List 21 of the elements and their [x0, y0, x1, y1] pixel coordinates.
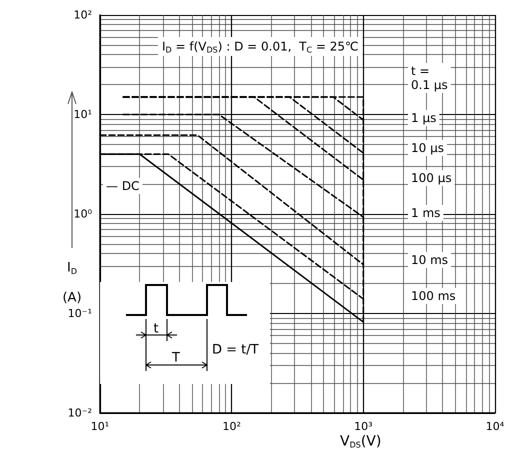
x-axis-title: VDS(V)	[340, 434, 382, 450]
annotation: 10 μs	[411, 141, 444, 155]
x-tick-label: 10⁴	[486, 420, 505, 433]
x-tick-label: 10²	[222, 420, 241, 433]
annotation: T	[171, 350, 180, 366]
x-tick-label: 10³	[354, 420, 373, 433]
y-tick-label: 10⁻²	[68, 406, 92, 420]
y-tick-label: 10²	[74, 8, 92, 22]
annotation: D = t/T	[212, 342, 259, 358]
annotation: — DC	[106, 179, 140, 193]
annotation: 10 ms	[411, 253, 448, 267]
x-tick-label: 10¹	[90, 420, 110, 433]
annotation: 100 μs	[411, 171, 452, 185]
annotation: 1 μs	[411, 111, 436, 125]
y-tick-label: 10⁻¹	[68, 307, 92, 320]
annotation: 1 ms	[411, 206, 440, 220]
y-tick-label: 10¹	[74, 108, 92, 121]
annotation: 100 ms	[411, 289, 456, 303]
annotation: t	[153, 322, 159, 337]
y-tick-label: 10⁰	[74, 208, 93, 220]
annotation: t = 0.1 μs	[411, 64, 448, 92]
